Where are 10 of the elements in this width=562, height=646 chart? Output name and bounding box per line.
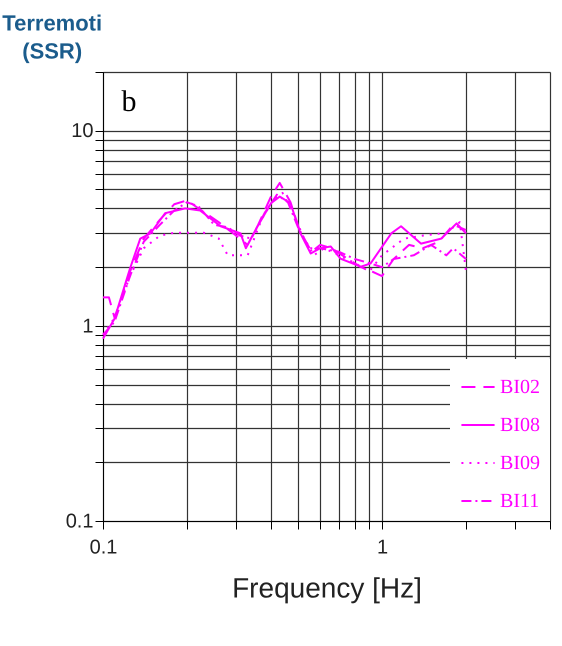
chart-title: Terremoti (SSR) <box>2 10 102 64</box>
y-tick-label: 0.1 <box>66 510 94 532</box>
legend-label: BI08 <box>500 414 540 436</box>
legend-label: BI11 <box>500 490 540 512</box>
legend-label: BI09 <box>500 452 540 474</box>
y-tick-label: 1 <box>82 315 94 338</box>
legend-label: BI02 <box>500 376 540 398</box>
x-axis-title: Frequency [Hz] <box>232 572 422 604</box>
y-tick-label: 10 <box>71 120 94 142</box>
annotation: b <box>122 85 136 118</box>
